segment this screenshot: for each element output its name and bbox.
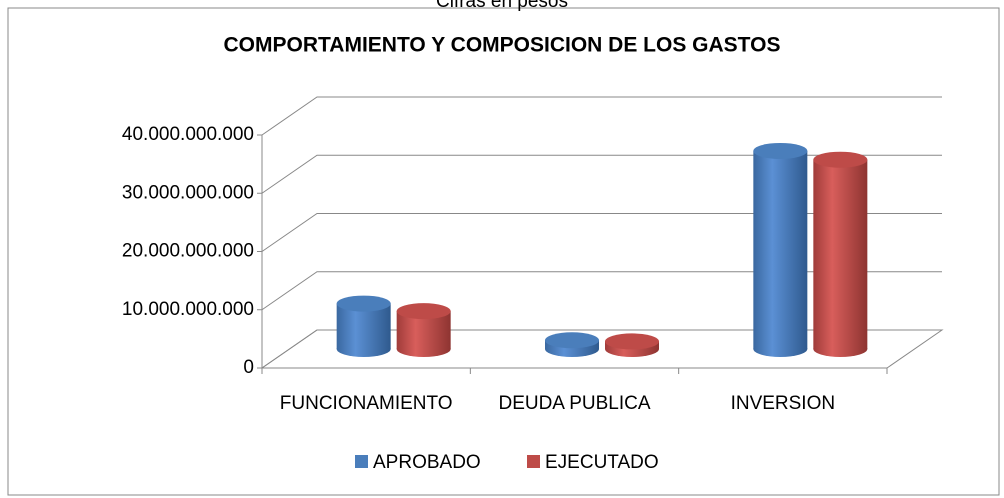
y-tick-label: 0 <box>243 357 254 378</box>
bar-top <box>813 151 868 168</box>
chart-title: COMPORTAMIENTO Y COMPOSICION DE LOS GAST… <box>224 34 781 57</box>
y-tick-label: 40.000.000.000 <box>122 124 254 145</box>
grid-line <box>261 271 942 311</box>
chart-subtitle: Cifras en pesos <box>436 0 568 12</box>
y-tick-label: 10.000.000.000 <box>122 299 254 320</box>
legend-swatch <box>527 455 540 468</box>
legend-label: APROBADO <box>373 452 481 473</box>
bar <box>813 159 868 349</box>
bar-top <box>753 142 808 159</box>
legend-label: EJECUTADO <box>545 452 659 473</box>
y-tick-label: 20.000.000.000 <box>122 241 254 262</box>
bar-top <box>336 295 391 312</box>
grid-line <box>261 329 942 369</box>
x-tick-label: INVERSION <box>731 393 836 414</box>
bar <box>753 150 808 349</box>
bar-top <box>396 303 451 320</box>
y-tick-label: 30.000.000.000 <box>122 182 254 203</box>
grid-line <box>261 96 942 136</box>
bar-top <box>605 333 659 350</box>
grid-line <box>261 154 942 194</box>
legend-swatch <box>355 455 368 468</box>
bar-top <box>545 332 599 349</box>
grid-line <box>261 213 942 252</box>
x-tick-label: DEUDA PUBLICA <box>498 393 650 414</box>
x-tick-label: FUNCIONAMIENTO <box>280 393 453 414</box>
